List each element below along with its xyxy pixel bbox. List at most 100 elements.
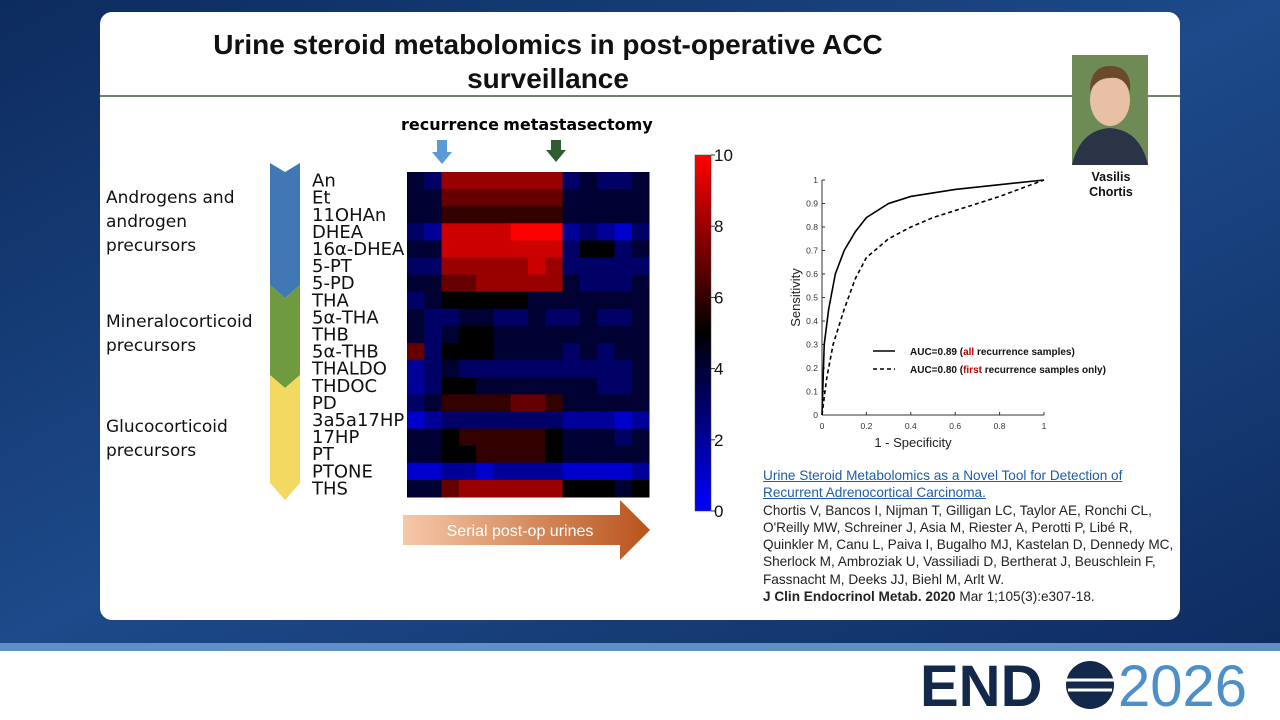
heat-cell bbox=[579, 411, 598, 430]
heat-cell bbox=[493, 240, 512, 259]
heat-cell bbox=[493, 172, 512, 190]
heat-cell bbox=[614, 394, 633, 412]
heat-cell bbox=[493, 274, 512, 293]
row-label: 3a5a17HP bbox=[312, 410, 404, 431]
legend-text: first bbox=[963, 365, 983, 376]
y-tick-label: 0.5 bbox=[806, 293, 818, 303]
y-tick-label: 0.7 bbox=[806, 246, 818, 256]
heat-cell bbox=[597, 206, 615, 224]
row-label: 17HP bbox=[312, 427, 359, 448]
x-tick-label: 0.4 bbox=[905, 421, 917, 431]
heat-cell bbox=[562, 343, 581, 361]
heat-cell bbox=[407, 325, 425, 344]
heat-cell bbox=[493, 445, 512, 464]
heat-cell bbox=[562, 377, 581, 395]
heat-cell bbox=[579, 462, 598, 481]
heat-cell bbox=[458, 445, 477, 464]
heat-cell bbox=[562, 291, 581, 310]
row-label: THDOC bbox=[311, 376, 377, 397]
speaker-name: Vasilis Chortis bbox=[1089, 170, 1133, 199]
heat-cell bbox=[476, 291, 494, 310]
heat-cell bbox=[528, 172, 546, 190]
heat-cell bbox=[458, 325, 477, 344]
legend-entry: AUC=0.89 (all recurrence samples) bbox=[910, 347, 1075, 358]
heat-cell bbox=[510, 189, 529, 207]
heat-cell bbox=[631, 223, 650, 241]
y-tick-label: 0.6 bbox=[806, 269, 818, 279]
heat-cell bbox=[510, 172, 529, 190]
citation: Urine Steroid Metabolomics as a Novel To… bbox=[763, 467, 1185, 605]
color-tick-label: 2 bbox=[714, 431, 723, 450]
heat-cell bbox=[631, 479, 650, 498]
heat-cell bbox=[441, 411, 460, 430]
heat-cell bbox=[579, 343, 598, 361]
heat-cell bbox=[424, 172, 443, 190]
heat-cell bbox=[579, 394, 598, 412]
heat-cell bbox=[493, 343, 512, 361]
heat-cell bbox=[441, 462, 460, 481]
heat-cell bbox=[631, 172, 650, 190]
y-tick-label: 0.2 bbox=[806, 363, 818, 373]
heat-cell bbox=[424, 291, 443, 310]
heat-cell bbox=[424, 462, 443, 481]
legend-text: AUC=0.89 ( bbox=[910, 347, 964, 358]
heat-cell bbox=[424, 343, 443, 361]
legend-text: recurrence samples only) bbox=[982, 365, 1106, 376]
heat-cell bbox=[579, 360, 598, 378]
heat-cell bbox=[510, 394, 529, 412]
citation-title[interactable]: Urine Steroid Metabolomics as a Novel To… bbox=[763, 468, 1123, 501]
heat-cell bbox=[476, 274, 494, 293]
y-tick-label: 0.3 bbox=[806, 340, 818, 350]
heat-cell bbox=[597, 189, 615, 207]
row-label: PT bbox=[312, 444, 335, 465]
heat-cell bbox=[493, 462, 512, 481]
heat-cell bbox=[476, 172, 494, 190]
heat-cell bbox=[545, 479, 564, 498]
heat-cell bbox=[562, 479, 581, 498]
row-label: Et bbox=[312, 188, 330, 209]
heat-cell bbox=[407, 206, 425, 224]
group-label: Mineralocorticoid precursors bbox=[106, 312, 253, 356]
heat-cell bbox=[562, 240, 581, 259]
row-label: 5α-THA bbox=[312, 307, 379, 328]
heat-cell bbox=[562, 428, 581, 447]
heat-cell bbox=[631, 394, 650, 412]
heat-cell bbox=[562, 206, 581, 224]
heat-cell bbox=[597, 343, 615, 361]
heat-cell bbox=[441, 394, 460, 412]
heat-cell bbox=[545, 325, 564, 344]
heat-cell bbox=[597, 291, 615, 310]
heat-cell bbox=[493, 308, 512, 327]
row-label: 11OHAn bbox=[312, 205, 386, 226]
heat-cell bbox=[493, 257, 512, 276]
heat-cell bbox=[579, 274, 598, 293]
stripe bbox=[0, 643, 1280, 651]
heat-cell bbox=[528, 479, 546, 498]
heat-cell bbox=[614, 343, 633, 361]
heat-cell bbox=[510, 411, 529, 430]
heat-cell bbox=[493, 325, 512, 344]
heat-cell bbox=[579, 325, 598, 344]
heat-cell bbox=[545, 257, 564, 276]
heat-cell bbox=[631, 240, 650, 259]
heat-cell bbox=[562, 223, 581, 241]
heat-cell bbox=[614, 172, 633, 190]
heat-cell bbox=[631, 343, 650, 361]
x-tick-label: 0.2 bbox=[860, 421, 872, 431]
heat-cell bbox=[614, 428, 633, 447]
heat-cell bbox=[407, 462, 425, 481]
heat-cell bbox=[631, 257, 650, 276]
roc-curve bbox=[821, 179, 1045, 416]
heat-cell bbox=[545, 394, 564, 412]
heat-cell bbox=[458, 172, 477, 190]
heat-cell bbox=[458, 394, 477, 412]
color-tick-label: 0 bbox=[714, 502, 723, 521]
heat-cell bbox=[545, 274, 564, 293]
heat-cell bbox=[510, 343, 529, 361]
heat-cell bbox=[528, 308, 546, 327]
timeline-label: Serial post-op urines bbox=[447, 523, 594, 540]
heat-cell bbox=[631, 411, 650, 430]
heat-cell bbox=[476, 428, 494, 447]
heat-cell bbox=[597, 223, 615, 241]
